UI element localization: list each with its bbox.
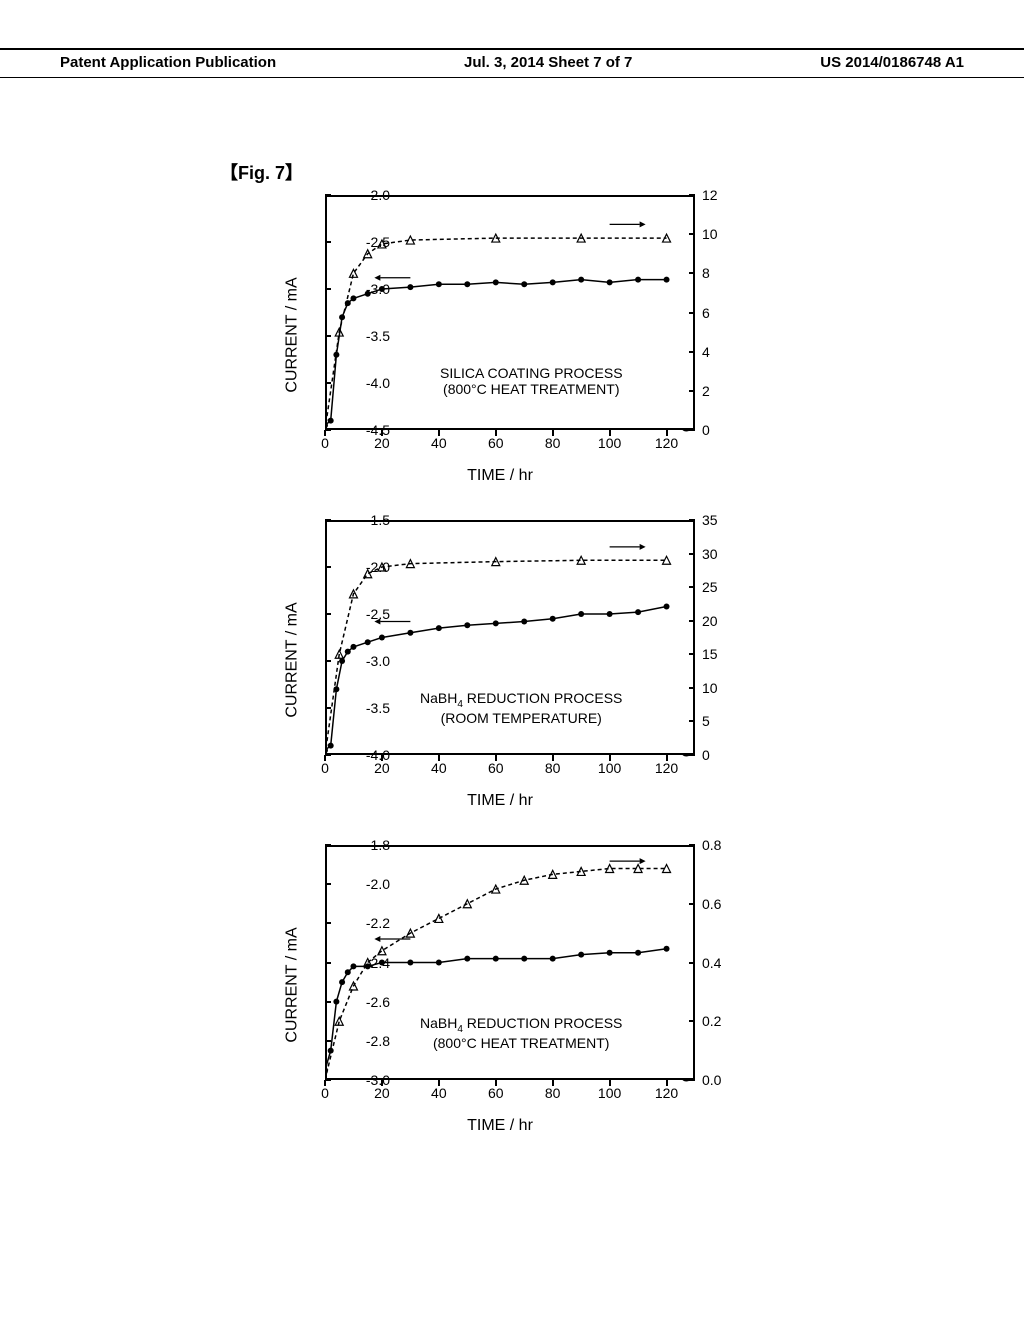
series-0 xyxy=(322,946,670,1073)
chart-1: CURRENT / mACo MELTING DEGREE / %TIME / … xyxy=(230,505,770,815)
chart-caption: NaBH4 REDUCTION PROCESS(ROOM TEMPERATURE… xyxy=(420,690,622,726)
header-left: Patent Application Publication xyxy=(60,54,276,71)
series-1 xyxy=(321,234,671,434)
header-right: US 2014/0186748 A1 xyxy=(820,54,964,71)
series-1 xyxy=(321,865,671,1085)
series-1 xyxy=(321,556,671,759)
chart-2: CURRENT / mACo MELTING DEGREE / %TIME / … xyxy=(230,830,770,1140)
chart-svg xyxy=(230,505,770,815)
chart-svg xyxy=(230,830,770,1140)
chart-svg xyxy=(230,180,770,490)
header-center: Jul. 3, 2014 Sheet 7 of 7 xyxy=(464,54,632,71)
chart-caption: NaBH4 REDUCTION PROCESS(800°C HEAT TREAT… xyxy=(420,1015,622,1051)
chart-0: CURRENT / mACo MELTING DEGREE / %TIME / … xyxy=(230,180,770,490)
patent-header: Patent Application Publication Jul. 3, 2… xyxy=(0,48,1024,78)
chart-caption: SILICA COATING PROCESS(800°C HEAT TREATM… xyxy=(440,365,623,397)
series-0 xyxy=(322,277,670,429)
series-0 xyxy=(322,603,670,753)
